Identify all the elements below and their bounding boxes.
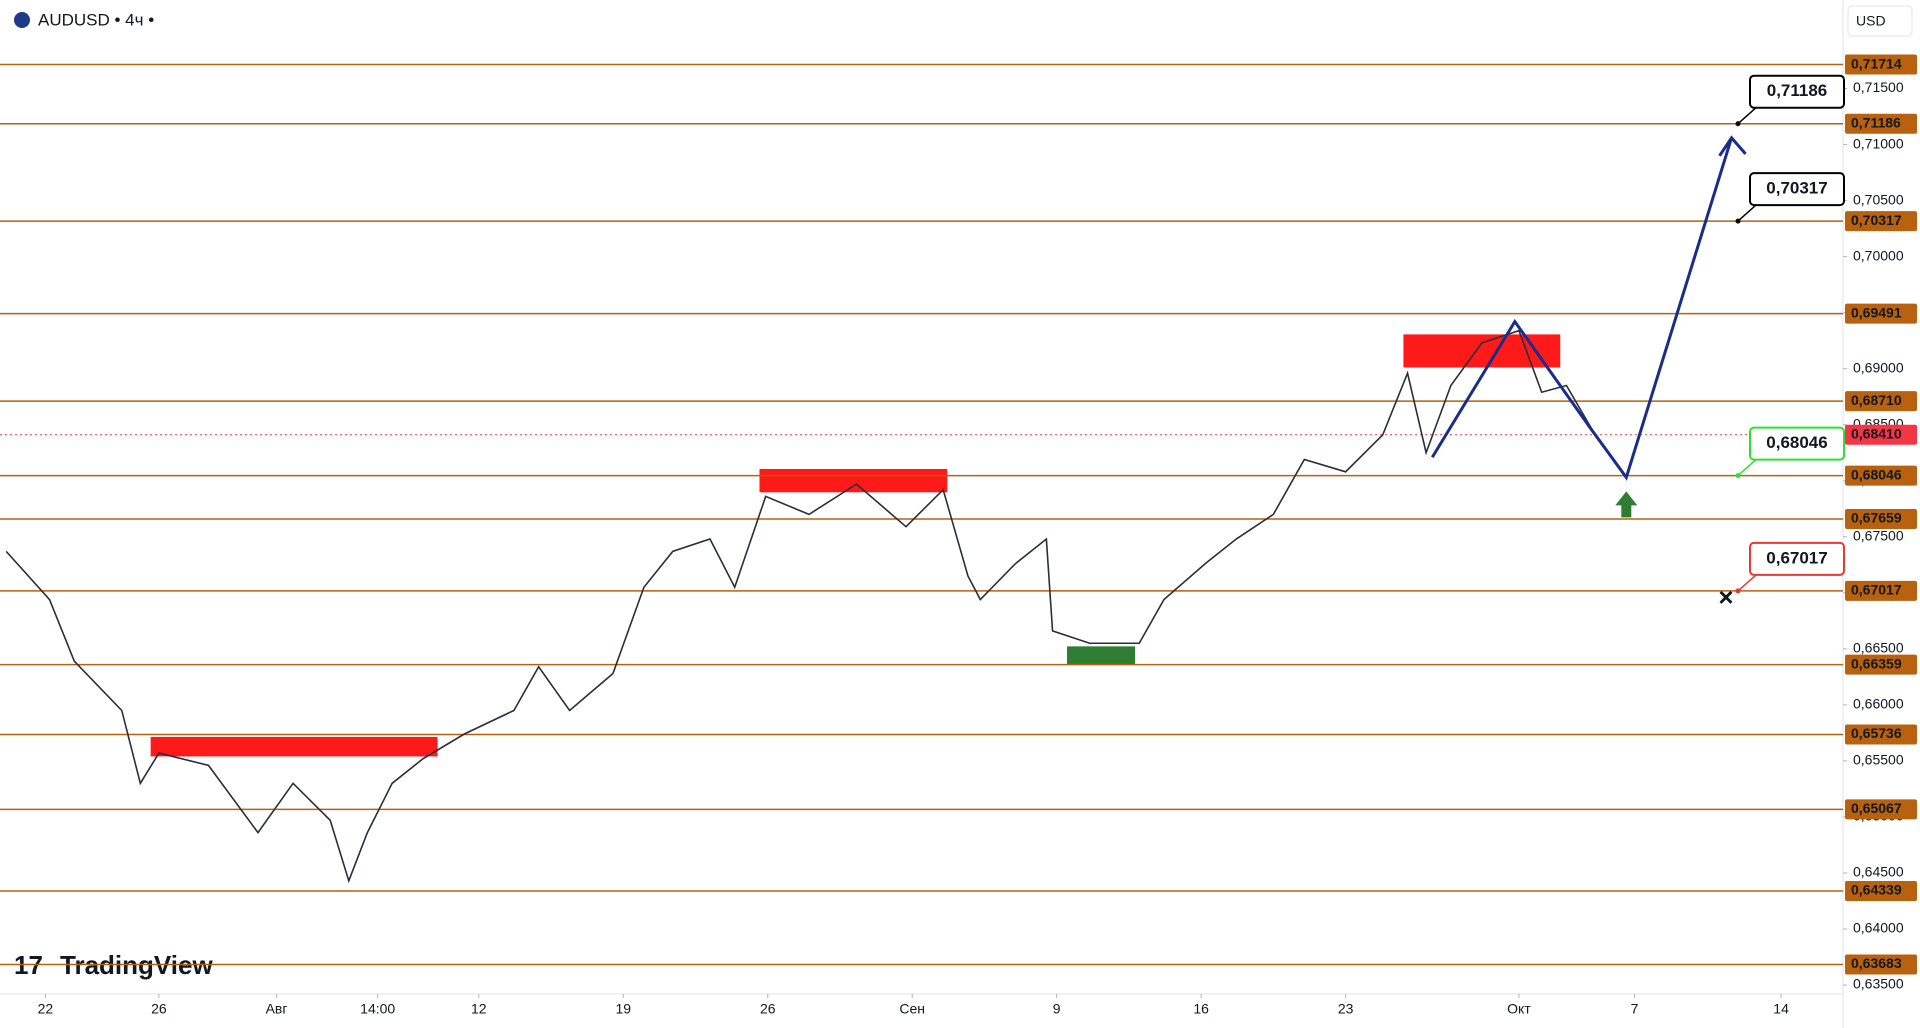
buy-arrow (1615, 491, 1638, 518)
level-label-bg (1845, 211, 1917, 232)
level-label: 0,68710 (1851, 392, 1902, 408)
annotation-label: 0,68046 (1766, 433, 1827, 452)
price-line (5, 329, 1592, 884)
y-tick-label: 0,64500 (1853, 864, 1904, 880)
annotation-box (1749, 426, 1845, 461)
level-label-bg (1845, 799, 1917, 820)
chart-title: AUDUSD • 4ч • (38, 10, 154, 29)
annotation-box (1749, 541, 1845, 576)
level-label-bg (1845, 654, 1917, 675)
annotation-box (1749, 74, 1845, 109)
zone (1067, 646, 1136, 665)
x-tick-label: 14:00 (360, 1001, 395, 1017)
x-tick-label: Сен (899, 1001, 925, 1017)
x-tick-label: 26 (151, 1001, 167, 1017)
y-tick-label: 0,63500 (1853, 976, 1904, 992)
zone (759, 468, 948, 493)
level-label: 0,64339 (1851, 882, 1902, 898)
level-label-bg (1845, 303, 1917, 324)
y-tick-label: 0,69000 (1853, 359, 1904, 375)
projection-arrowhead (1718, 135, 1747, 157)
zone (150, 736, 438, 757)
level-label-bg (1845, 391, 1917, 412)
annotation-leader (1737, 107, 1757, 125)
y-tick-label: 0,71000 (1853, 135, 1904, 151)
x-tick-label: 9 (1053, 1001, 1061, 1017)
annotation-leader (1737, 459, 1757, 477)
level-label-bg (1845, 724, 1917, 745)
level-label: 0,67017 (1851, 582, 1902, 598)
level-label: 0,66359 (1851, 655, 1902, 671)
x-tick-label: 12 (471, 1001, 487, 1017)
annotation-label: 0,70317 (1766, 179, 1827, 198)
x-tick-label: 22 (38, 1001, 54, 1017)
level-label: 0,68046 (1851, 466, 1902, 482)
level-label-bg (1845, 54, 1917, 75)
currency: USD (1856, 13, 1886, 29)
current-price-label: 0,68410 (1851, 426, 1902, 442)
stop-mark: × (1718, 582, 1733, 612)
level-label-bg (1845, 465, 1917, 486)
annotation-label: 0,71186 (1767, 81, 1828, 100)
y-tick-label: 0,65500 (1853, 752, 1904, 768)
y-tick-label: 0,71500 (1853, 79, 1904, 95)
currency-select[interactable] (1847, 5, 1913, 37)
y-tick-label: 0,70500 (1853, 191, 1904, 207)
x-tick-label: 7 (1631, 1001, 1639, 1017)
level-label-bg (1845, 508, 1917, 529)
x-tick-label: 26 (760, 1001, 776, 1017)
level-label-bg (1845, 113, 1917, 134)
annotation-leader (1737, 574, 1757, 592)
x-tick-label: 19 (615, 1001, 631, 1017)
level-label-bg (1845, 580, 1917, 601)
y-tick-label: 0,70000 (1853, 247, 1904, 263)
level-label: 0,63683 (1851, 955, 1902, 971)
level-label: 0,71186 (1851, 114, 1901, 130)
level-label: 0,65067 (1851, 800, 1902, 816)
level-label: 0,67659 (1851, 510, 1902, 526)
y-tick-label: 0,67500 (1853, 527, 1904, 543)
level-label-bg (1845, 954, 1917, 975)
level-label: 0,69491 (1851, 304, 1902, 320)
flag-icon (14, 12, 30, 28)
annotation-box (1749, 172, 1845, 207)
y-tick-label: 0,64000 (1853, 920, 1904, 936)
level-label: 0,65736 (1851, 725, 1902, 741)
x-tick-label: 14 (1773, 1001, 1789, 1017)
annotation-leader (1737, 204, 1757, 222)
y-tick-label: 0,66500 (1853, 640, 1904, 656)
x-tick-label: Окт (1507, 1001, 1531, 1017)
x-tick-label: Авг (266, 1001, 288, 1017)
level-label: 0,71714 (1851, 55, 1902, 71)
x-tick-label: 23 (1338, 1001, 1354, 1017)
annotation-label: 0,67017 (1766, 548, 1827, 567)
projection-line (1431, 137, 1733, 481)
current-price-bg (1845, 424, 1917, 445)
x-tick-label: 16 (1193, 1001, 1209, 1017)
y-tick-label: 0,66000 (1853, 696, 1904, 712)
level-label-bg (1845, 881, 1917, 902)
level-label: 0,70317 (1851, 212, 1902, 228)
